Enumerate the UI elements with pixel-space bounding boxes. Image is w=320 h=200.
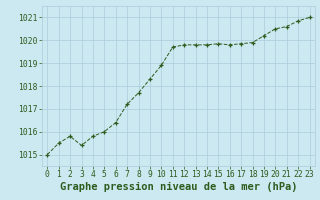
X-axis label: Graphe pression niveau de la mer (hPa): Graphe pression niveau de la mer (hPa): [60, 182, 297, 192]
